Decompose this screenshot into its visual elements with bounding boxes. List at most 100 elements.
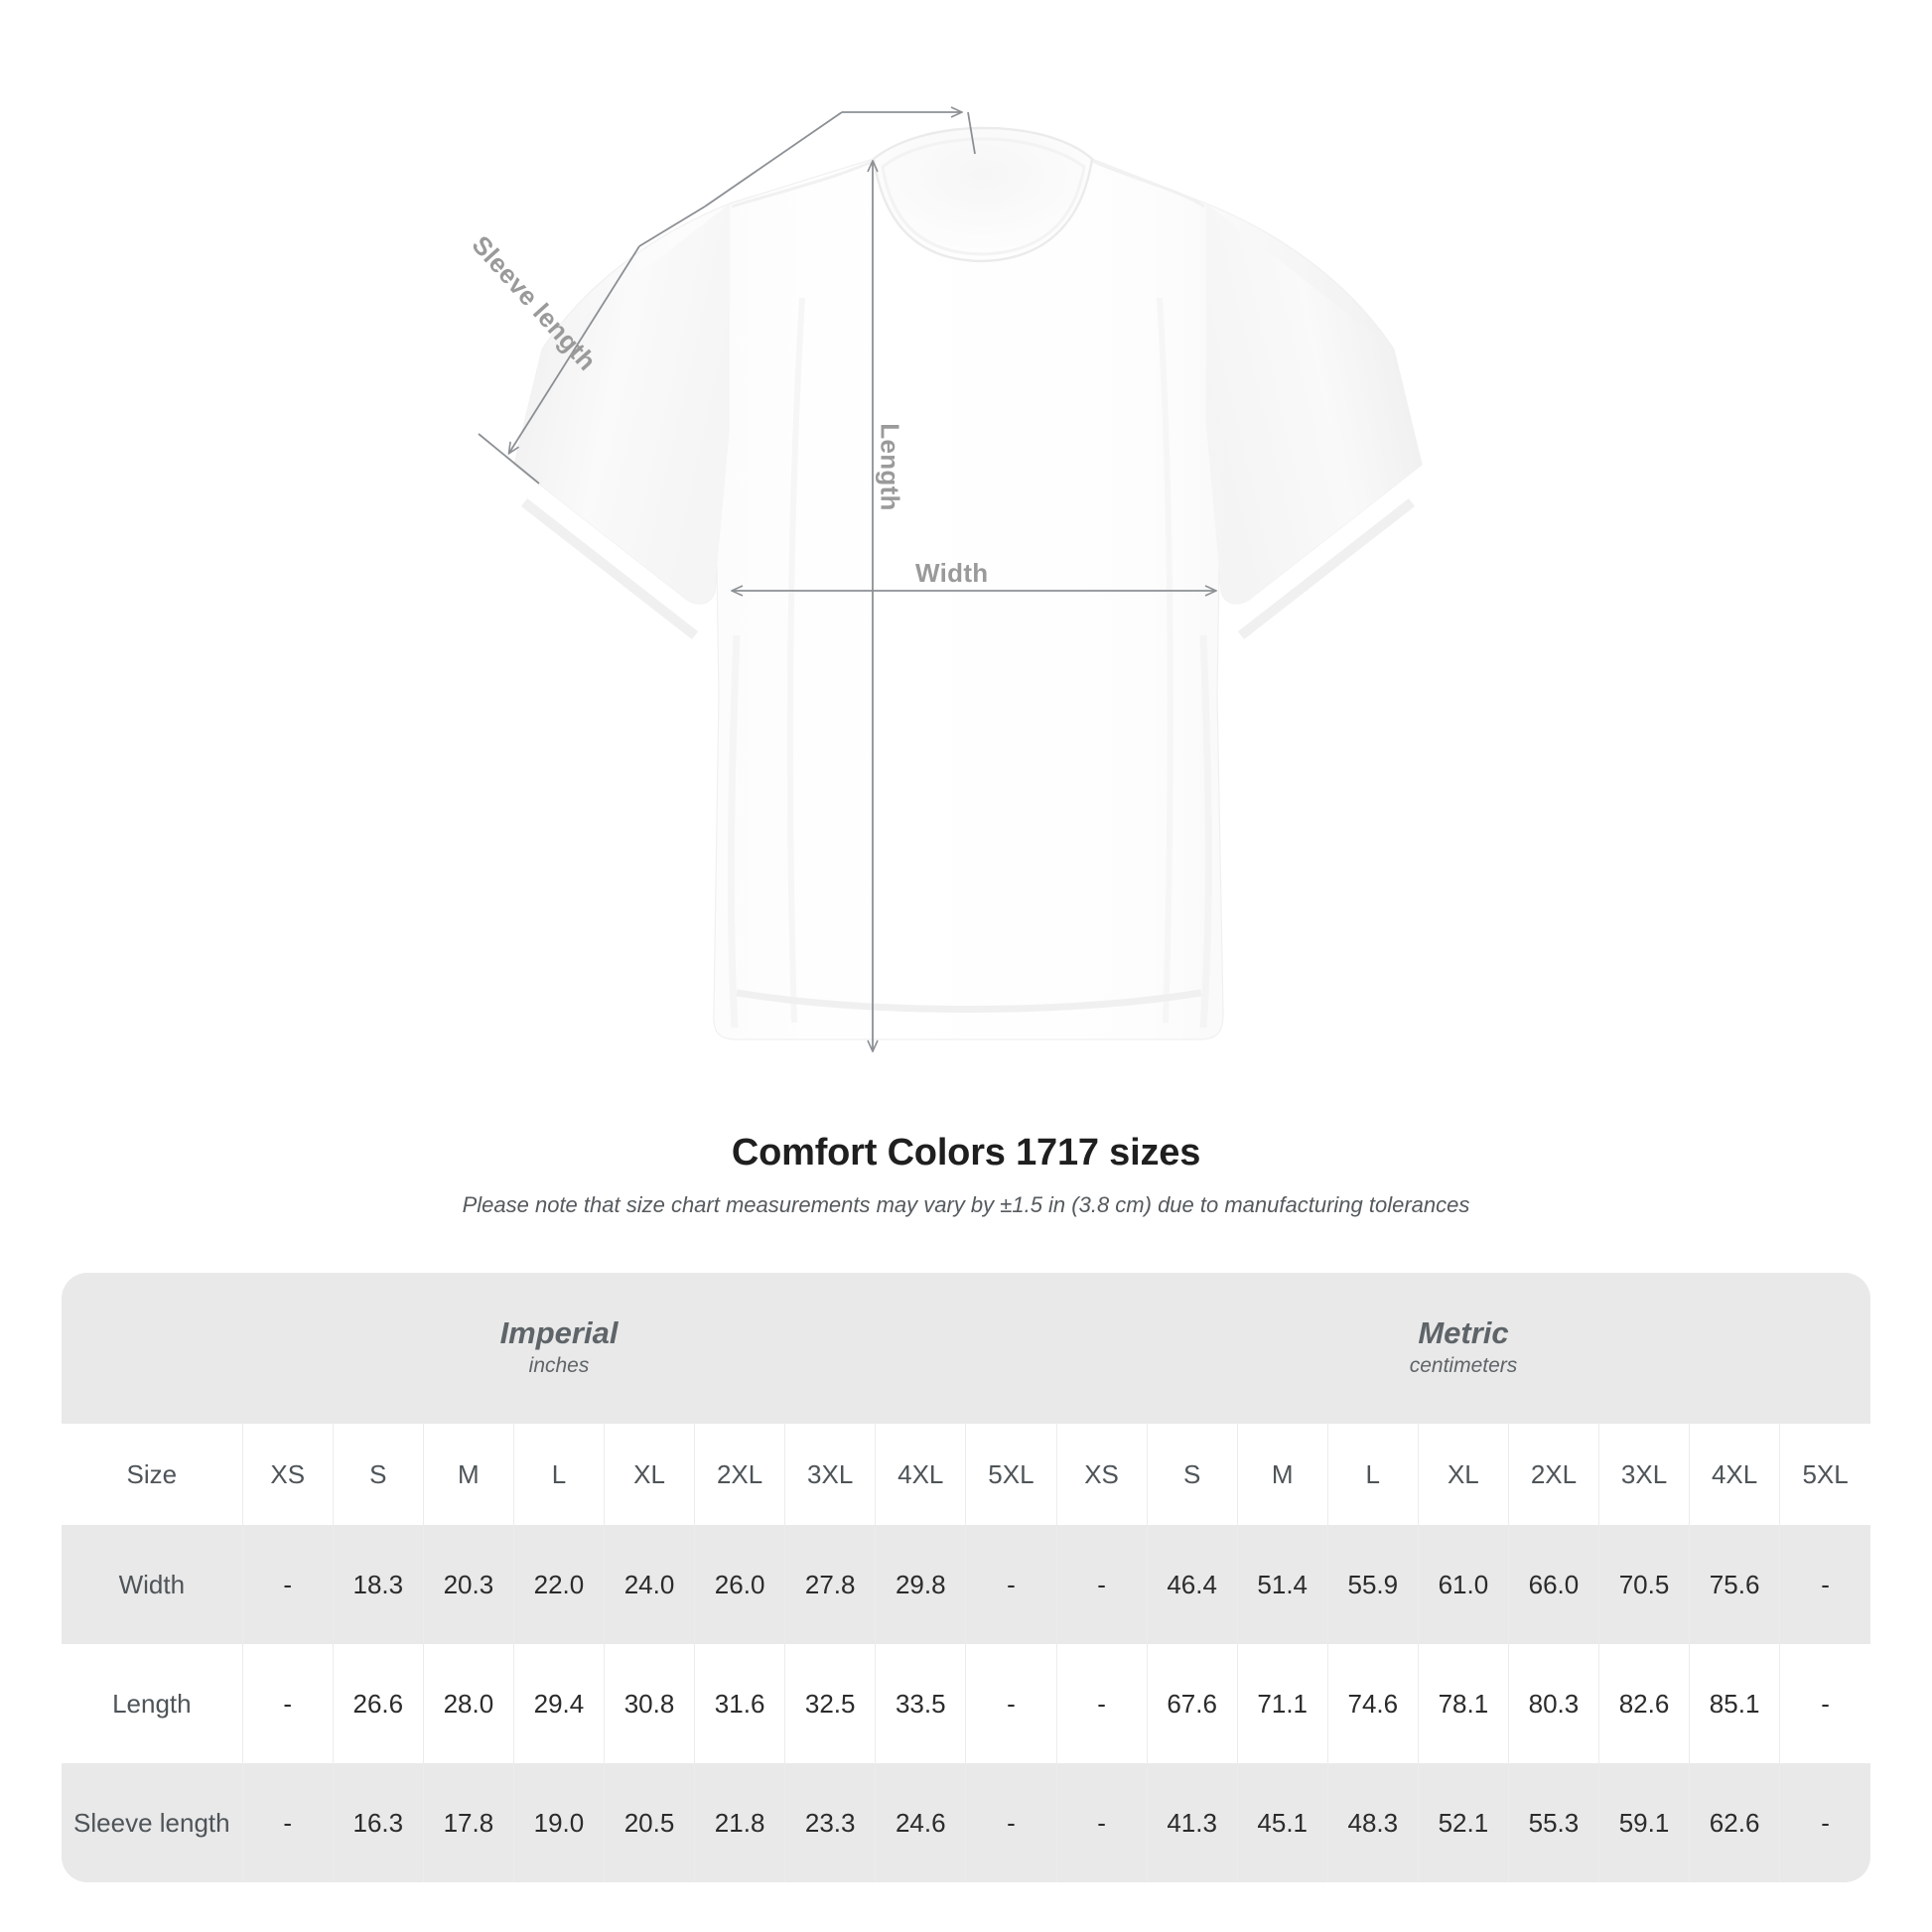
tshirt-illustration: Sleeve length Length Width xyxy=(466,0,1423,1122)
cell-width-metric-xl: 61.0 xyxy=(1418,1525,1509,1644)
cell-sleeve-imperial-l: 19.0 xyxy=(513,1763,605,1882)
unit-sub-imperial: inches xyxy=(528,1354,590,1378)
cell-width-imperial-m: 20.3 xyxy=(423,1525,514,1644)
title-block: Comfort Colors 1717 sizes Please note th… xyxy=(0,1132,1932,1218)
tshirt-bottom-hem xyxy=(736,989,1202,1013)
cell-length-imperial-l: 29.4 xyxy=(513,1644,605,1763)
tshirt-sleeve-left-hem xyxy=(520,498,699,639)
tshirt-shape xyxy=(513,126,1423,1040)
cell-length-metric-l: 74.6 xyxy=(1327,1644,1419,1763)
cell-length-imperial-5xl: - xyxy=(965,1644,1057,1763)
size-header-imperial-4xl: 4XL xyxy=(875,1424,967,1525)
size-header-metric-s: S xyxy=(1147,1424,1238,1525)
size-chart-table: Imperial inches Metric centimeters Size … xyxy=(62,1273,1870,1882)
unit-cell-metric: Metric centimeters xyxy=(1056,1273,1870,1424)
size-header-imperial-3xl: 3XL xyxy=(784,1424,877,1525)
cell-length-imperial-3xl: 32.5 xyxy=(784,1644,877,1763)
tshirt-shoulder-seam-left xyxy=(731,159,875,208)
sleeve-leader-diagonal-upper xyxy=(704,111,843,207)
table-row-width: Width - 18.3 20.3 22.0 24.0 26.0 27.8 29… xyxy=(62,1525,1870,1644)
cell-sleeve-imperial-2xl: 21.8 xyxy=(694,1763,786,1882)
tshirt-fold-side-right xyxy=(1199,634,1212,1029)
cell-width-metric-5xl: - xyxy=(1779,1525,1870,1644)
cell-sleeve-imperial-xl: 20.5 xyxy=(604,1763,696,1882)
size-header-metric-xl: XL xyxy=(1418,1424,1509,1525)
sleeve-tick-mark xyxy=(967,111,976,155)
cell-sleeve-imperial-3xl: 23.3 xyxy=(784,1763,877,1882)
sleeve-end-tick xyxy=(478,433,540,484)
cell-length-metric-xs: - xyxy=(1056,1644,1148,1763)
cell-width-metric-s: 46.4 xyxy=(1147,1525,1238,1644)
tshirt-diagram-svg xyxy=(478,0,1423,1122)
cell-width-imperial-s: 18.3 xyxy=(333,1525,424,1644)
size-header-imperial-xs: XS xyxy=(242,1424,334,1525)
cell-sleeve-metric-l: 48.3 xyxy=(1327,1763,1419,1882)
cell-width-metric-l: 55.9 xyxy=(1327,1525,1419,1644)
tshirt-collar-inner xyxy=(881,137,1086,256)
cell-sleeve-metric-2xl: 55.3 xyxy=(1508,1763,1599,1882)
cell-length-metric-5xl: - xyxy=(1779,1644,1870,1763)
size-header-imperial-m: M xyxy=(423,1424,514,1525)
unit-name-metric: Metric xyxy=(1418,1315,1509,1351)
cell-width-imperial-l: 22.0 xyxy=(513,1525,605,1644)
size-header-metric-2xl: 2XL xyxy=(1508,1424,1599,1525)
cell-width-metric-m: 51.4 xyxy=(1237,1525,1328,1644)
tshirt-shoulder-seam-right xyxy=(1091,159,1205,208)
cell-length-imperial-2xl: 31.6 xyxy=(694,1644,786,1763)
cell-length-imperial-m: 28.0 xyxy=(423,1644,514,1763)
cell-sleeve-imperial-m: 17.8 xyxy=(423,1763,514,1882)
size-header-metric-5xl: 5XL xyxy=(1779,1424,1870,1525)
sleeve-leader-elbow xyxy=(638,206,706,247)
cell-sleeve-imperial-5xl: - xyxy=(965,1763,1057,1882)
size-header-metric-xs: XS xyxy=(1056,1424,1148,1525)
unit-cell-imperial: Imperial inches xyxy=(62,1273,1057,1424)
size-header-imperial-l: L xyxy=(513,1424,605,1525)
tshirt-sleeve-right xyxy=(1206,204,1422,605)
tshirt-fold-left xyxy=(786,297,805,1024)
size-header-row: Size XS S M L XL 2XL 3XL 4XL 5XL XS S M … xyxy=(62,1424,1870,1525)
tolerance-note: Please note that size chart measurements… xyxy=(462,1192,1470,1217)
cell-length-imperial-xl: 30.8 xyxy=(604,1644,696,1763)
size-header-label: Size xyxy=(62,1424,243,1525)
width-label: Width xyxy=(915,558,989,588)
size-header-imperial-2xl: 2XL xyxy=(694,1424,786,1525)
size-header-metric-m: M xyxy=(1237,1424,1328,1525)
size-header-metric-4xl: 4XL xyxy=(1689,1424,1781,1525)
size-header-imperial-s: S xyxy=(333,1424,424,1525)
size-header-imperial-5xl: 5XL xyxy=(965,1424,1057,1525)
cell-width-metric-xs: - xyxy=(1056,1525,1148,1644)
cell-length-metric-3xl: 82.6 xyxy=(1598,1644,1691,1763)
unit-banner-row: Imperial inches Metric centimeters xyxy=(62,1273,1870,1424)
cell-width-metric-3xl: 70.5 xyxy=(1598,1525,1691,1644)
cell-width-imperial-3xl: 27.8 xyxy=(784,1525,877,1644)
unit-name-imperial: Imperial xyxy=(499,1315,619,1351)
cell-sleeve-metric-xl: 52.1 xyxy=(1418,1763,1509,1882)
tshirt-collar xyxy=(872,126,1094,263)
cell-length-metric-m: 71.1 xyxy=(1237,1644,1328,1763)
measurement-lines xyxy=(478,111,1215,1050)
row-label-sleeve-length: Sleeve length xyxy=(62,1763,243,1882)
cell-length-imperial-4xl: 33.5 xyxy=(875,1644,967,1763)
cell-sleeve-metric-5xl: - xyxy=(1779,1763,1870,1882)
cell-length-imperial-s: 26.6 xyxy=(333,1644,424,1763)
row-label-width: Width xyxy=(62,1525,243,1644)
cell-width-imperial-2xl: 26.0 xyxy=(694,1525,786,1644)
sleeve-length-arrow xyxy=(509,245,640,453)
cell-sleeve-imperial-xs: - xyxy=(242,1763,334,1882)
length-label: Length xyxy=(875,423,905,511)
cell-sleeve-metric-3xl: 59.1 xyxy=(1598,1763,1691,1882)
cell-sleeve-metric-m: 45.1 xyxy=(1237,1763,1328,1882)
tshirt-fold-right xyxy=(1157,297,1173,1024)
cell-width-imperial-xs: - xyxy=(242,1525,334,1644)
tshirt-sleeve-left xyxy=(514,204,730,605)
cell-length-metric-xl: 78.1 xyxy=(1418,1644,1509,1763)
cell-width-metric-4xl: 75.6 xyxy=(1689,1525,1781,1644)
cell-width-imperial-xl: 24.0 xyxy=(604,1525,696,1644)
table-row-sleeve-length: Sleeve length - 16.3 17.8 19.0 20.5 21.8… xyxy=(62,1763,1870,1882)
cell-length-metric-s: 67.6 xyxy=(1147,1644,1238,1763)
cell-sleeve-imperial-4xl: 24.6 xyxy=(875,1763,967,1882)
tshirt-fold-side-left xyxy=(727,634,741,1029)
cell-width-metric-2xl: 66.0 xyxy=(1508,1525,1599,1644)
table-row-length: Length - 26.6 28.0 29.4 30.8 31.6 32.5 3… xyxy=(62,1644,1870,1763)
size-header-metric-l: L xyxy=(1327,1424,1419,1525)
